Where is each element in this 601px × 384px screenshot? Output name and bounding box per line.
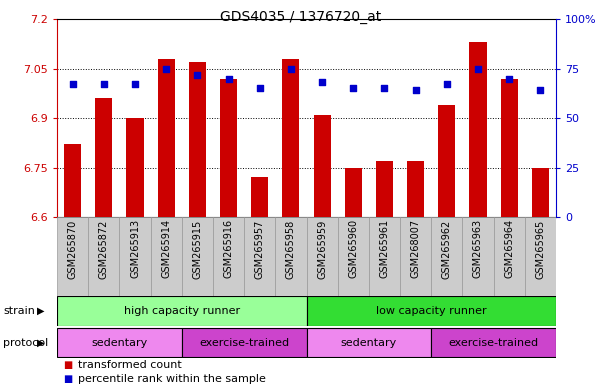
Bar	[432, 217, 462, 296]
Point	[411, 87, 421, 93]
Bar	[251, 177, 268, 217]
Bar	[469, 42, 487, 217]
Bar	[182, 328, 307, 357]
Bar	[376, 161, 393, 217]
Bar	[182, 217, 213, 296]
Text: sedentary: sedentary	[91, 338, 148, 348]
Bar	[57, 296, 307, 326]
Point	[130, 81, 140, 88]
Point	[473, 66, 483, 72]
Bar	[307, 217, 338, 296]
Text: GSM265957: GSM265957	[255, 219, 265, 279]
Point	[99, 81, 109, 88]
Text: ■: ■	[63, 360, 72, 370]
Point	[442, 81, 451, 88]
Text: GSM268007: GSM268007	[410, 219, 421, 278]
Bar	[244, 217, 275, 296]
Text: GSM265958: GSM265958	[286, 219, 296, 278]
Text: GSM265961: GSM265961	[379, 219, 389, 278]
Point	[255, 85, 264, 91]
Text: ▶: ▶	[37, 306, 44, 316]
Bar	[432, 328, 556, 357]
Bar	[64, 144, 81, 217]
Bar	[314, 115, 331, 217]
Point	[192, 71, 202, 78]
Text: transformed count: transformed count	[78, 360, 182, 370]
Text: exercise-trained: exercise-trained	[448, 338, 538, 348]
Bar	[57, 217, 88, 296]
Text: GSM265872: GSM265872	[99, 219, 109, 279]
Point	[380, 85, 389, 91]
Text: GSM265913: GSM265913	[130, 219, 140, 278]
Bar	[438, 105, 456, 217]
Point	[162, 66, 171, 72]
Bar	[213, 217, 244, 296]
Text: protocol: protocol	[3, 338, 48, 348]
Text: ■: ■	[63, 374, 72, 384]
Point	[224, 76, 233, 82]
Bar	[400, 217, 432, 296]
Bar	[307, 296, 556, 326]
Bar	[220, 79, 237, 217]
Text: GSM265963: GSM265963	[473, 219, 483, 278]
Text: GSM265960: GSM265960	[348, 219, 358, 278]
Text: GSM265914: GSM265914	[161, 219, 171, 278]
Text: GSM265915: GSM265915	[192, 219, 203, 278]
Text: GSM265964: GSM265964	[504, 219, 514, 278]
Text: GSM265962: GSM265962	[442, 219, 452, 278]
Point	[68, 81, 78, 88]
Bar	[57, 328, 182, 357]
Point	[286, 66, 296, 72]
Bar	[532, 167, 549, 217]
Point	[349, 85, 358, 91]
Bar	[157, 59, 175, 217]
Text: GSM265870: GSM265870	[68, 219, 78, 278]
Bar	[189, 62, 206, 217]
Bar	[462, 217, 493, 296]
Bar	[345, 167, 362, 217]
Bar	[120, 217, 151, 296]
Bar	[369, 217, 400, 296]
Text: high capacity runner: high capacity runner	[124, 306, 240, 316]
Text: GSM265965: GSM265965	[535, 219, 545, 278]
Bar	[493, 217, 525, 296]
Point	[535, 87, 545, 93]
Bar	[407, 161, 424, 217]
Bar	[525, 217, 556, 296]
Point	[504, 76, 514, 82]
Text: low capacity runner: low capacity runner	[376, 306, 487, 316]
Text: ▶: ▶	[37, 338, 44, 348]
Bar	[96, 98, 112, 217]
Text: percentile rank within the sample: percentile rank within the sample	[78, 374, 266, 384]
Point	[317, 79, 327, 86]
Text: sedentary: sedentary	[341, 338, 397, 348]
Bar	[151, 217, 182, 296]
Text: GSM265916: GSM265916	[224, 219, 234, 278]
Bar	[275, 217, 307, 296]
Text: strain: strain	[3, 306, 35, 316]
Text: exercise-trained: exercise-trained	[199, 338, 289, 348]
Bar	[282, 59, 299, 217]
Bar	[307, 328, 432, 357]
Bar	[338, 217, 369, 296]
Bar	[501, 79, 517, 217]
Bar	[88, 217, 120, 296]
Text: GSM265959: GSM265959	[317, 219, 327, 278]
Text: GDS4035 / 1376720_at: GDS4035 / 1376720_at	[220, 10, 381, 23]
Bar	[126, 118, 144, 217]
